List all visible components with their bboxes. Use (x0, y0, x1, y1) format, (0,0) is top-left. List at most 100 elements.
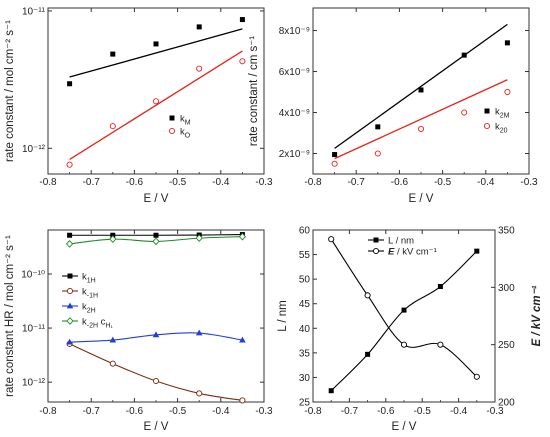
data-point (196, 24, 202, 30)
data-point (375, 124, 381, 130)
legend-marker (372, 247, 380, 255)
y2-tick-label: 200 (498, 398, 515, 409)
data-point (239, 58, 246, 65)
y-axis-title: rate constant HR / mol cm⁻² s⁻¹ (4, 235, 16, 397)
data-point (65, 240, 74, 248)
x-tick-label: -0.4 (450, 406, 468, 417)
x-tick-label: -0.5 (434, 177, 452, 188)
data-point (153, 41, 159, 47)
x-tick-label: -0.4 (212, 406, 230, 417)
legend-label: k-2H​ cH₁​ (82, 317, 113, 330)
y-tick-label: 40 (299, 324, 311, 335)
data-point (328, 388, 334, 394)
series-3 (65, 232, 247, 248)
data-point (401, 307, 407, 313)
x-tick-label: -0.7 (83, 177, 101, 188)
legend-marker (66, 287, 74, 295)
data-point (331, 160, 338, 167)
data-point (66, 338, 73, 345)
fit-line (334, 23, 508, 149)
legend: k2M​ k20​ (483, 107, 510, 135)
data-point (109, 336, 117, 343)
x-axis-title: E / V (409, 193, 434, 205)
data-point (364, 292, 371, 299)
x-tick-label: -0.5 (414, 406, 432, 417)
x-tick-label: -0.3 (255, 406, 273, 417)
series-1 (66, 340, 246, 404)
legend-label: k-1H​ (82, 287, 98, 300)
y-tick-label: 55 (299, 250, 311, 261)
y-tick-label: 45 (299, 299, 311, 310)
x-tick-label: -0.5 (169, 406, 187, 417)
data-point (152, 237, 160, 246)
x-axis-title: E / V (392, 421, 417, 433)
x-tick-label: -0.6 (126, 406, 144, 417)
legend-label: kO​ (180, 127, 191, 140)
data-point (239, 17, 245, 23)
y-axis-title: rate constant / mol cm⁻² s⁻¹ (4, 20, 16, 162)
data-point (474, 248, 480, 254)
legend-marker (66, 302, 74, 309)
data-point (238, 232, 247, 241)
series-2 (66, 329, 246, 345)
data-point (437, 341, 444, 348)
y2-axis-title: E / kV cm⁻¹ (531, 285, 543, 346)
legend-label: k2H​ (82, 302, 96, 315)
data-point (437, 284, 443, 290)
data-point (461, 109, 468, 116)
x-tick-label: -0.4 (477, 177, 495, 188)
data-point (153, 232, 159, 238)
fit-line (334, 79, 508, 160)
data-point (67, 81, 73, 87)
x-axis-title: E / V (144, 421, 169, 433)
y-tick-label: 6x10⁻⁹ (279, 67, 310, 78)
data-point (196, 390, 203, 397)
series-1 (331, 79, 511, 167)
x-tick-label: -0.4 (212, 177, 230, 188)
data-point (195, 234, 203, 242)
data-point (66, 161, 73, 168)
series-0 (332, 23, 510, 158)
fit-line (69, 50, 243, 160)
legend: L / nmE / kV cm⁻¹ (368, 236, 437, 258)
data-point (239, 397, 246, 404)
y-axis-title: L / nm (277, 300, 289, 332)
data-point (110, 232, 116, 238)
x-tick-label: -0.7 (83, 406, 101, 417)
legend: k1H​ k-1H​ k2H​ k-2H​ cH₁​ (62, 272, 113, 330)
y-tick-label: 10⁻¹² (22, 144, 46, 155)
y-tick-label: 10⁻¹⁰ (21, 269, 45, 280)
x-tick-label: -0.8 (39, 406, 57, 417)
legend-label: k20​ (495, 122, 508, 135)
x-axis-title: E / V (144, 193, 169, 205)
x-tick-label: -0.7 (341, 406, 359, 417)
legend-marker (66, 317, 74, 325)
y-tick-label: 35 (299, 348, 311, 359)
data-point (328, 236, 335, 243)
series-0 (328, 248, 480, 394)
data-point (109, 360, 116, 367)
data-point (152, 331, 160, 338)
chart-bottom-right: -0.8 -0.7 -0.6 -0.5 -0.4 -0.3 25 30 35 40 45 50 55 60… (277, 226, 543, 434)
legend-label: k1H​ (82, 272, 96, 285)
x-tick-label: -0.3 (255, 177, 273, 188)
data-point (239, 336, 246, 343)
y2-tick-label: 250 (498, 340, 515, 351)
legend-label: E / kV cm⁻¹ (388, 247, 437, 258)
chart-bottom-left: -0.8 -0.7 -0.6 -0.5 -0.4 -0.3 10⁻¹² 10⁻¹¹ 10⁻¹⁰ E… (4, 229, 273, 433)
y-tick-label: 25 (299, 398, 311, 409)
y-tick-label: 2x10⁻⁹ (279, 149, 310, 160)
x-tick-label: -0.7 (348, 177, 366, 188)
x-tick-label: -0.3 (486, 406, 504, 417)
data-point (504, 40, 510, 46)
x-tick-label: -0.8 (39, 177, 57, 188)
y-axis-title: rate constant / cm s⁻¹ (248, 36, 260, 146)
legend-marker (67, 273, 73, 279)
y-tick-label: 10⁻¹¹ (22, 6, 46, 17)
series-line (69, 343, 243, 401)
data-point (67, 232, 73, 238)
y2-tick-label: 350 (498, 226, 515, 237)
data-point (109, 123, 116, 130)
y-tick-label: 50 (299, 275, 311, 286)
